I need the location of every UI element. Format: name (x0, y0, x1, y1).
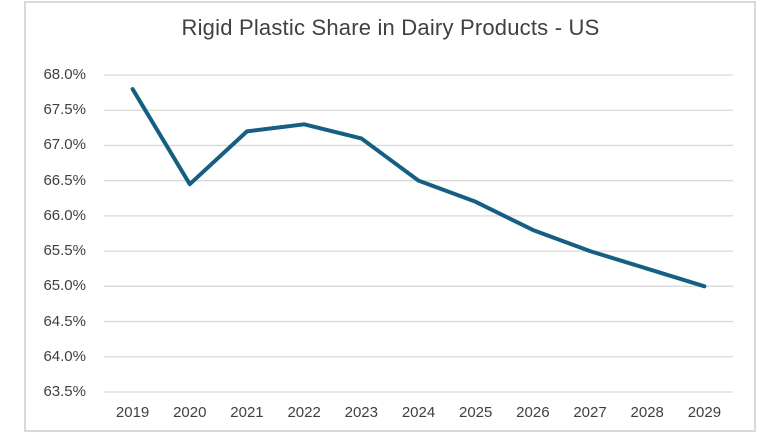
y-tick-label: 67.5% (43, 101, 86, 119)
x-tick-label: 2029 (687, 404, 722, 421)
y-tick-label: 66.5% (43, 171, 86, 189)
x-tick-label: 2021 (230, 404, 264, 421)
y-tick-label: 66.0% (43, 206, 86, 224)
x-tick-label: 2028 (630, 404, 664, 421)
y-tick-label: 67.0% (43, 136, 86, 154)
x-tick-label: 2024 (401, 404, 436, 421)
x-tick-label: 2019 (115, 404, 150, 421)
x-tick-label: 2026 (516, 404, 550, 421)
x-tick-label: 2027 (573, 404, 607, 421)
y-tick-label: 64.5% (43, 312, 86, 330)
y-tick-label: 63.5% (43, 383, 86, 400)
chart-title: Rigid Plastic Share in Dairy Products - … (181, 15, 600, 40)
x-tick-label: 2023 (344, 404, 378, 421)
y-tick-label: 65.0% (43, 277, 86, 295)
y-tick-label: 68.0% (43, 66, 86, 83)
y-tick-label: 65.5% (43, 242, 86, 260)
series-line (130, 87, 707, 289)
x-tick-label: 2022 (287, 404, 321, 421)
y-tick-label: 64.0% (43, 347, 86, 365)
x-tick-label: 2025 (458, 404, 493, 421)
x-tick-label: 2020 (173, 404, 207, 421)
